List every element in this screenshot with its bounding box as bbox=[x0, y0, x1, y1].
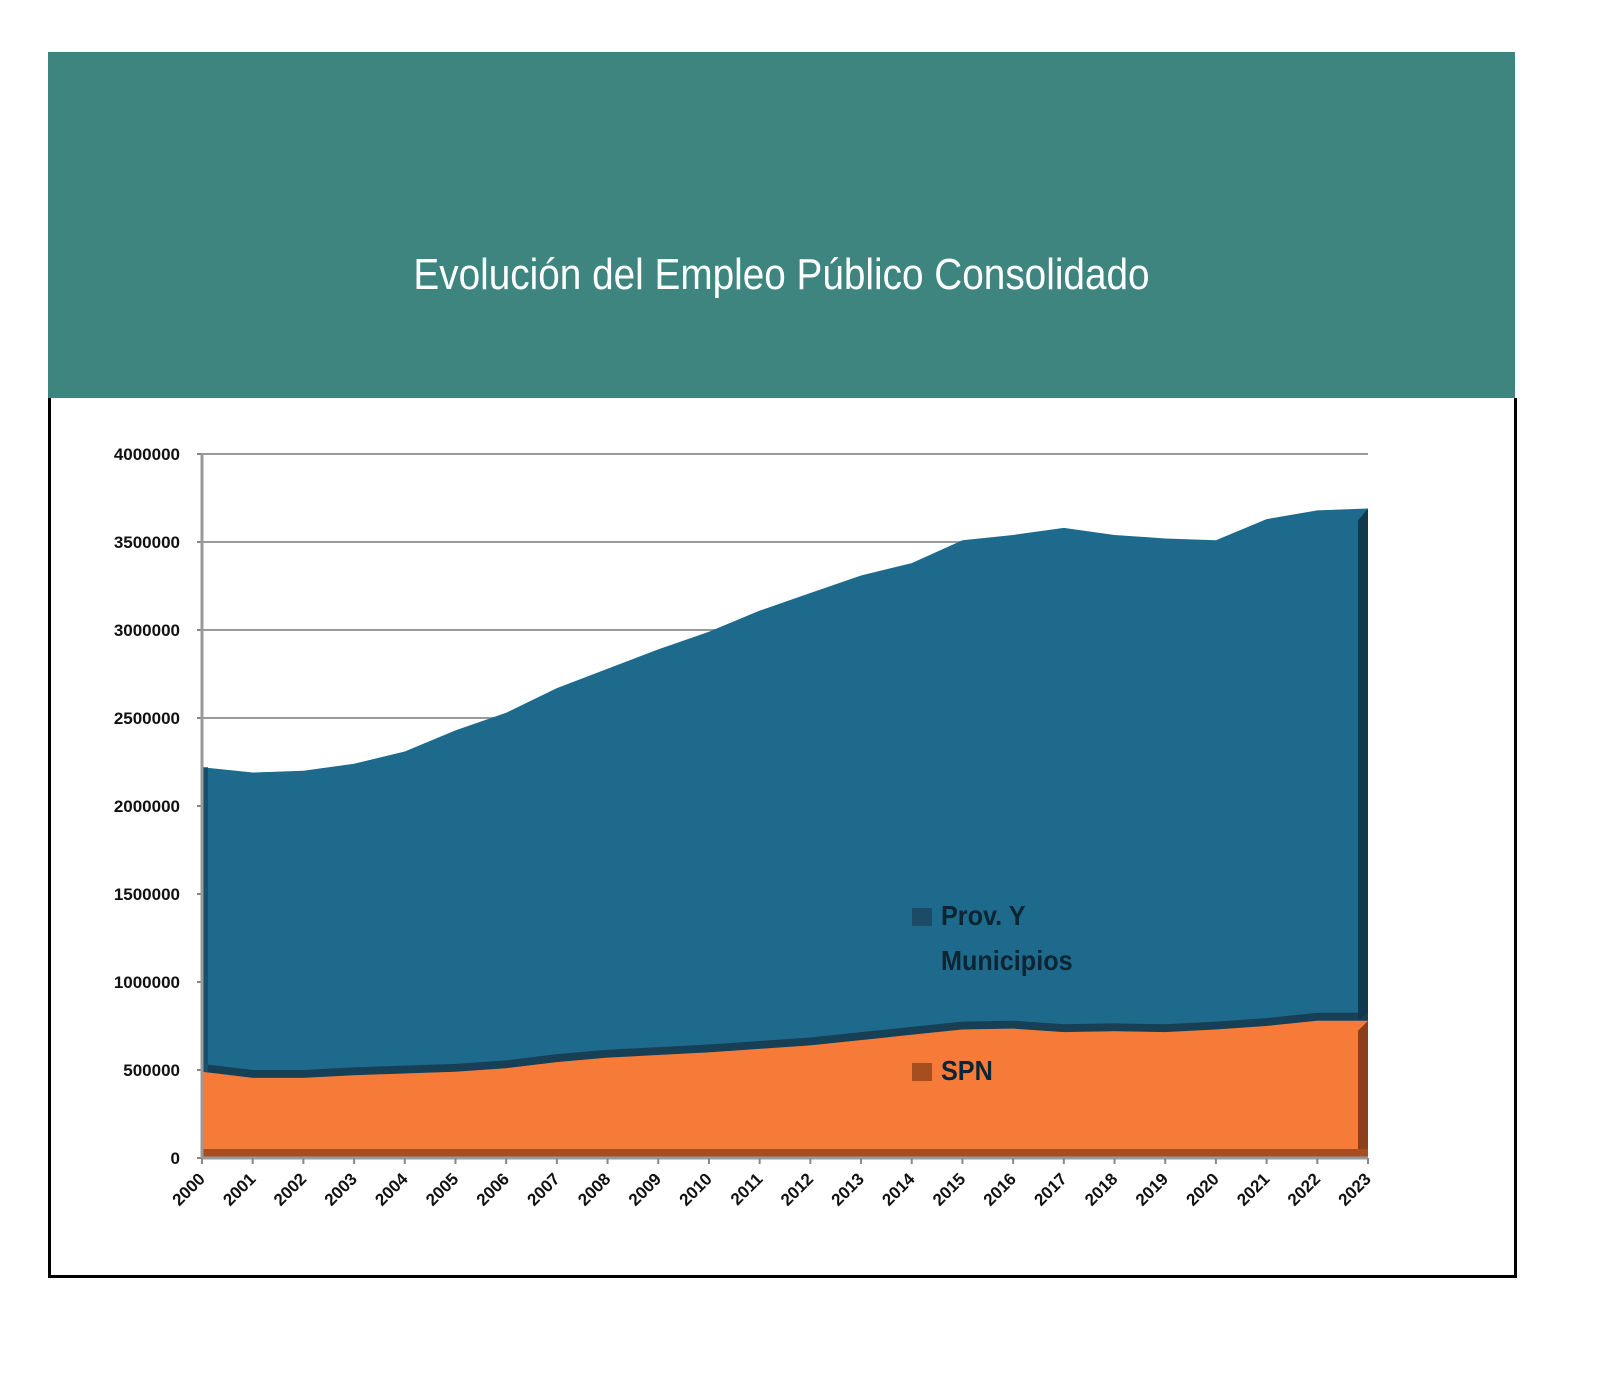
x-tick-label: 2020 bbox=[1183, 1169, 1223, 1209]
x-tick-label: 2005 bbox=[422, 1169, 462, 1209]
x-tick-label: 2013 bbox=[828, 1169, 868, 1209]
x-tick-label: 2004 bbox=[371, 1169, 412, 1210]
legend-label-line: Municipios bbox=[941, 945, 1073, 976]
x-tick-label: 2003 bbox=[321, 1169, 361, 1209]
legend-label-line: SPN bbox=[941, 1055, 993, 1086]
area-spn bbox=[202, 1020, 1368, 1158]
x-tick-label: 2014 bbox=[878, 1169, 919, 1210]
legend-swatch-spn bbox=[912, 1063, 932, 1081]
area-prov-municipios bbox=[202, 508, 1368, 1158]
y-tick-label: 2500000 bbox=[114, 709, 180, 728]
x-tick-label: 2001 bbox=[219, 1169, 259, 1209]
legend-item-prov: Prov. Y Municipios bbox=[941, 893, 1073, 983]
y-tick-label: 4000000 bbox=[114, 445, 180, 464]
y-tick-label: 0 bbox=[171, 1149, 180, 1168]
x-tick-label: 2012 bbox=[777, 1169, 817, 1209]
x-tick-label: 2000 bbox=[169, 1169, 209, 1209]
x-tick-label: 2002 bbox=[270, 1169, 310, 1209]
chart-title: Evolución del Empleo Público Consolidado bbox=[413, 250, 1150, 299]
area-left-edge bbox=[202, 767, 208, 1072]
area-side-prov bbox=[1358, 508, 1368, 1021]
x-tick-label: 2023 bbox=[1335, 1169, 1375, 1209]
x-tick-label: 2022 bbox=[1284, 1169, 1324, 1209]
x-tick-label: 2011 bbox=[727, 1169, 767, 1209]
area-side-spn bbox=[1358, 1020, 1368, 1158]
y-tick-label: 1500000 bbox=[114, 885, 180, 904]
x-tick-label: 2018 bbox=[1081, 1169, 1121, 1209]
x-tick-label: 2007 bbox=[524, 1169, 564, 1209]
y-tick-label: 2000000 bbox=[114, 797, 180, 816]
legend-swatch-prov bbox=[912, 908, 932, 926]
area-base-spn bbox=[202, 1149, 1368, 1158]
x-tick-label: 2021 bbox=[1233, 1169, 1273, 1209]
y-tick-label: 3500000 bbox=[114, 533, 180, 552]
area-depth-band bbox=[202, 1012, 1368, 1078]
x-tick-label: 2016 bbox=[980, 1169, 1020, 1209]
chart-frame bbox=[48, 398, 1517, 1278]
x-tick-label: 2019 bbox=[1132, 1169, 1172, 1209]
x-tick-label: 2017 bbox=[1030, 1169, 1070, 1209]
x-tick-label: 2008 bbox=[574, 1169, 614, 1209]
x-tick-label: 2015 bbox=[929, 1169, 969, 1209]
x-tick-label: 2010 bbox=[676, 1169, 716, 1209]
y-tick-label: 1000000 bbox=[114, 973, 180, 992]
y-tick-label: 3000000 bbox=[114, 621, 180, 640]
x-tick-label: 2006 bbox=[473, 1169, 513, 1209]
legend-item-spn: SPN bbox=[941, 1048, 993, 1093]
y-tick-label: 500000 bbox=[123, 1061, 180, 1080]
legend-label-line: Prov. Y bbox=[941, 900, 1026, 931]
chart-header: Evolución del Empleo Público Consolidado bbox=[48, 52, 1515, 398]
x-tick-label: 2009 bbox=[625, 1169, 665, 1209]
